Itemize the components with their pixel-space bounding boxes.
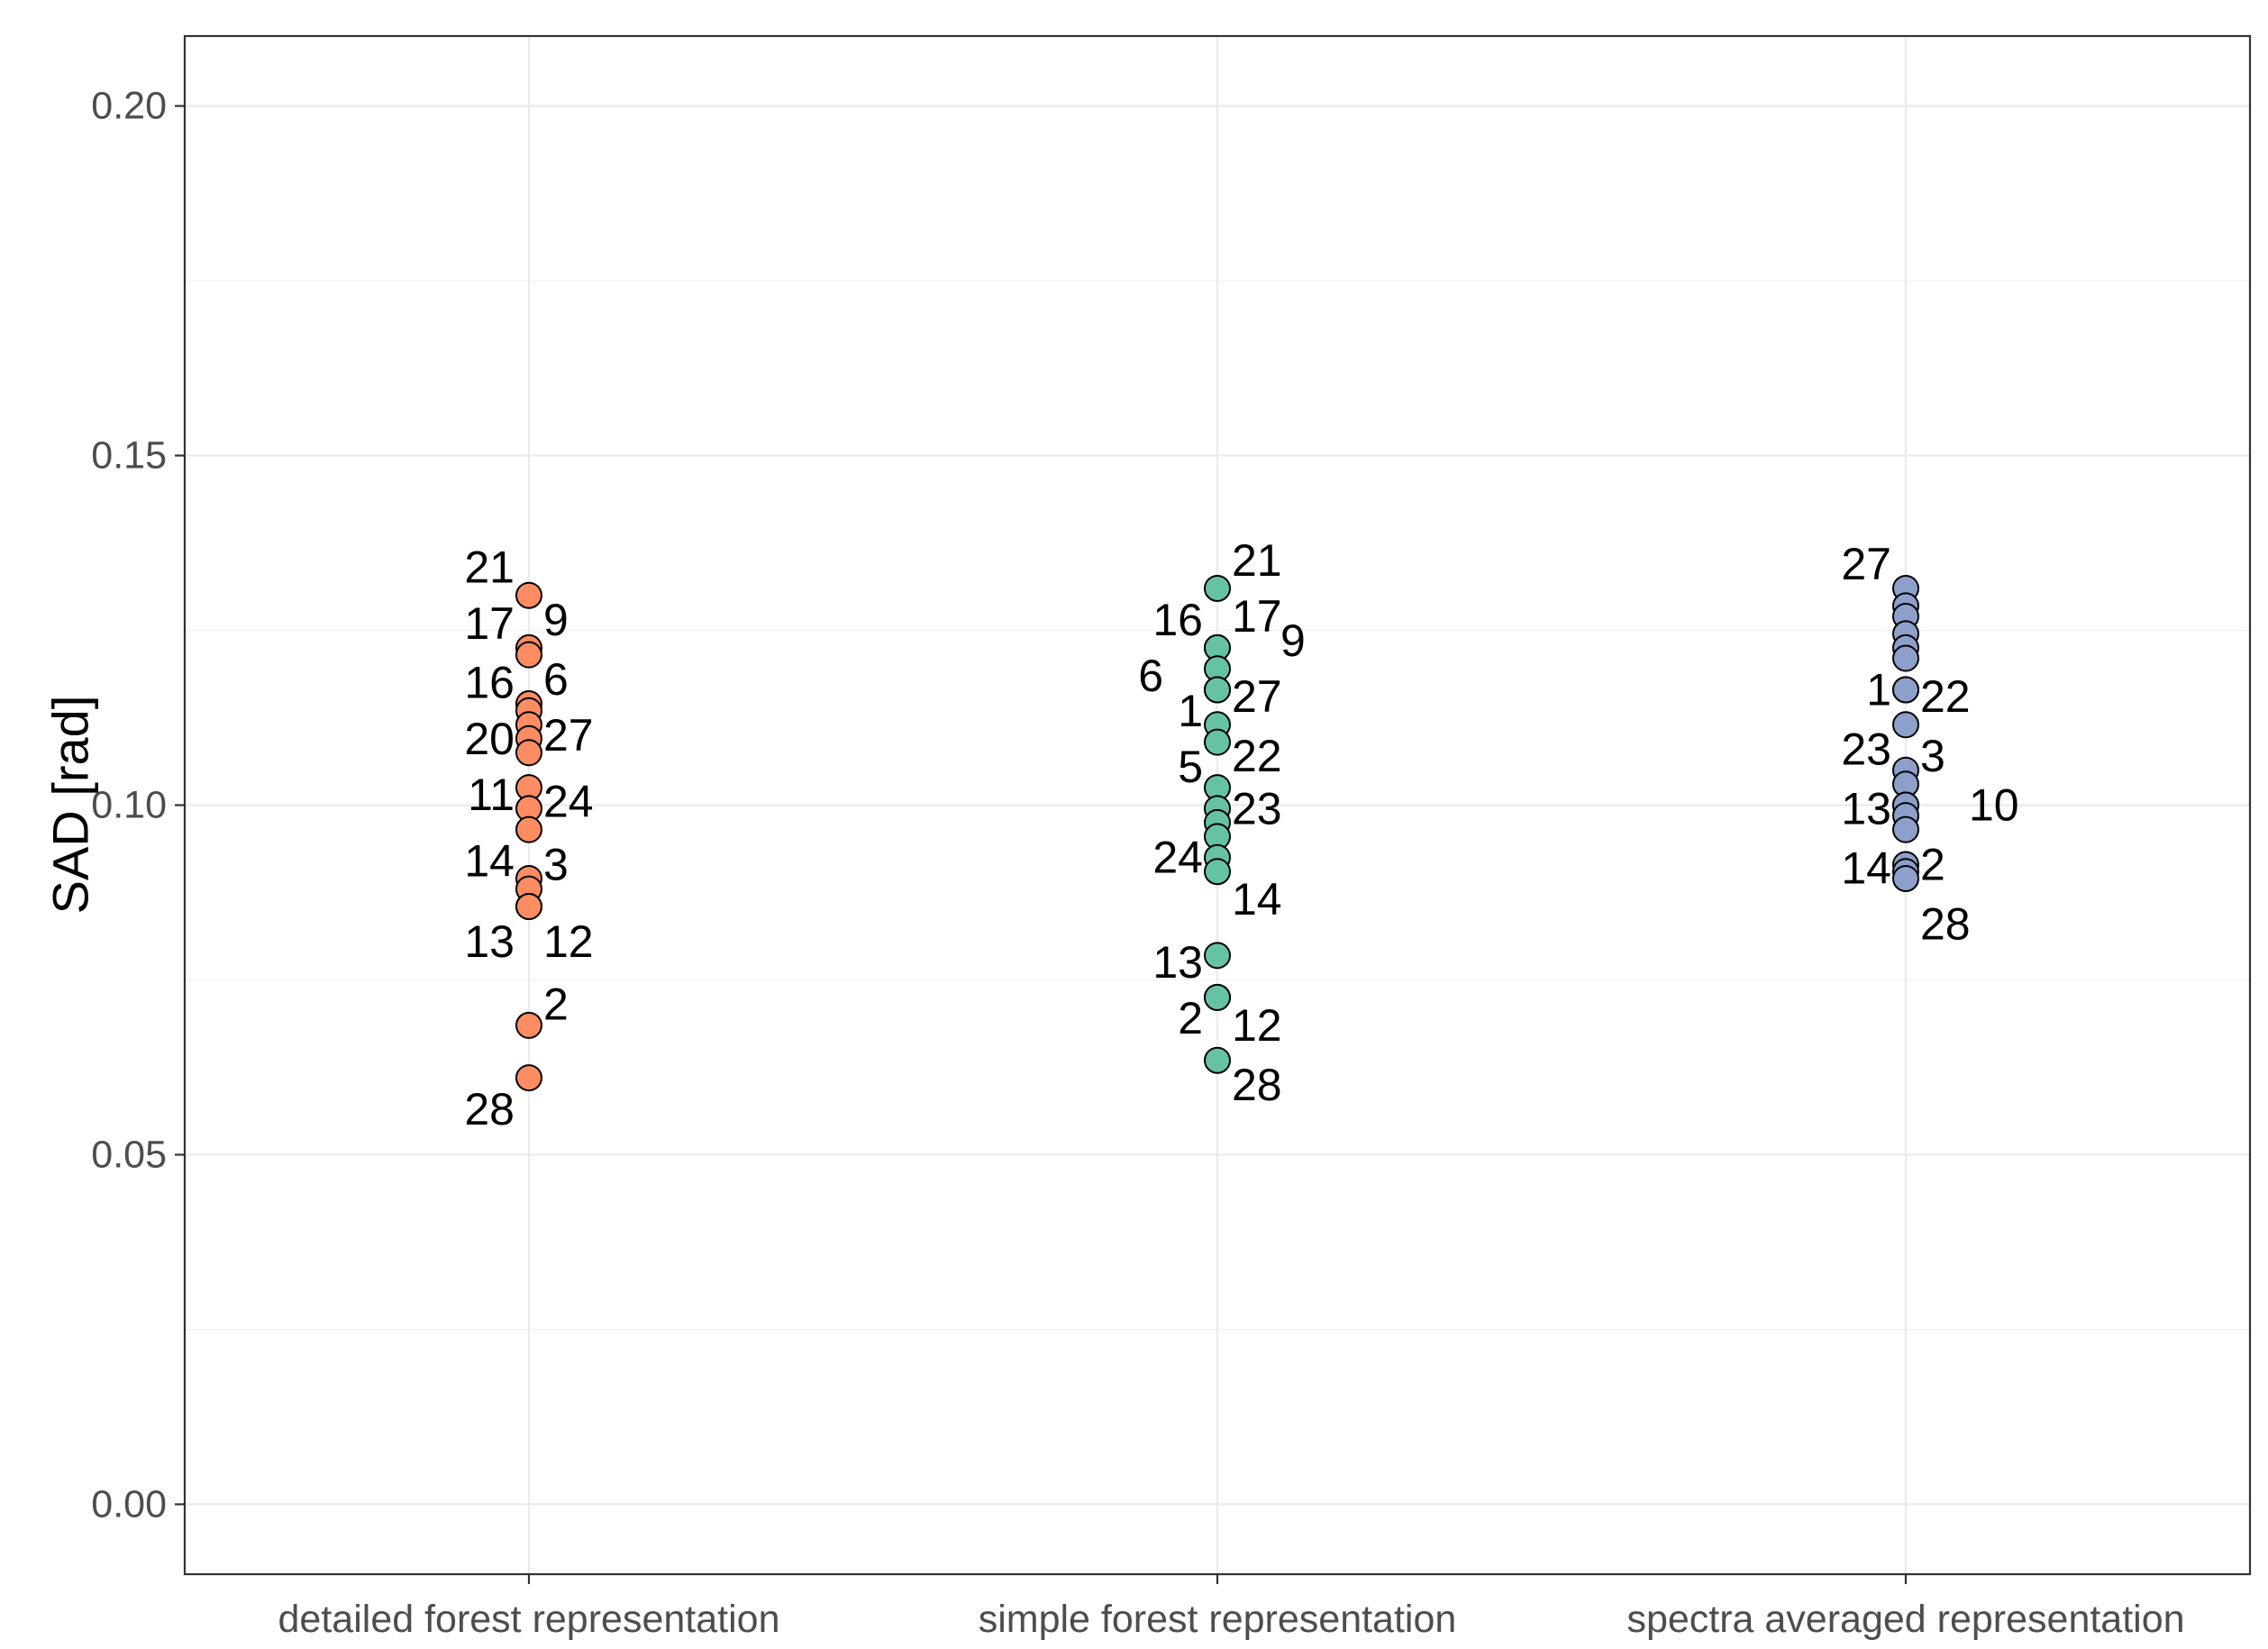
point-label: 23 — [1841, 724, 1891, 774]
data-point — [515, 815, 542, 843]
data-point — [515, 1011, 542, 1039]
point-label: 21 — [1232, 535, 1282, 586]
data-point — [1204, 1046, 1231, 1074]
point-label: 14 — [1232, 874, 1282, 925]
point-label: 17 — [1232, 591, 1282, 642]
point-label: 3 — [1920, 731, 1945, 781]
point-label: 16 — [1152, 595, 1203, 645]
point-label: 21 — [464, 542, 515, 593]
point-label: 10 — [1969, 780, 2019, 831]
point-label: 13 — [1841, 783, 1891, 834]
point-label: 5 — [1178, 742, 1203, 792]
point-label: 24 — [543, 777, 594, 827]
data-point — [515, 1064, 542, 1092]
y-tick-label: 0.05 — [91, 1133, 167, 1176]
point-label: 13 — [464, 916, 515, 967]
data-point — [1892, 676, 1919, 704]
point-label: 1 — [1178, 686, 1203, 736]
point-label: 6 — [1138, 651, 1163, 701]
point-label: 16 — [464, 658, 515, 708]
x-tick-label: simple forest representation — [979, 1598, 1457, 1641]
point-label: 17 — [464, 598, 515, 649]
data-point — [515, 739, 542, 767]
point-label: 13 — [1152, 937, 1203, 988]
point-label: 22 — [1232, 731, 1282, 781]
point-label: 27 — [543, 710, 594, 761]
data-point — [1892, 815, 1919, 843]
point-label: 2 — [1920, 839, 1945, 889]
point-label: 2 — [543, 979, 569, 1030]
axes: 0.00 0.05 0.10 0.15 0.20 detailed forest repr… — [91, 85, 2184, 1641]
point-label: 1 — [1866, 664, 1891, 715]
data-point — [515, 893, 542, 921]
point-label: 28 — [1232, 1060, 1282, 1110]
point-label: 27 — [1841, 539, 1891, 589]
data-point — [1204, 574, 1231, 602]
point-label: 12 — [1232, 1000, 1282, 1051]
data-point — [1204, 728, 1231, 756]
data-point — [1892, 711, 1919, 739]
x-tick-label: spectra averaged representation — [1626, 1598, 2184, 1641]
y-tick-label: 0.20 — [91, 85, 167, 128]
point-label: 23 — [1232, 783, 1282, 834]
point-label: 14 — [464, 836, 515, 887]
data-point — [1204, 676, 1231, 704]
point-label: 6 — [543, 654, 569, 705]
point-label: 28 — [1920, 898, 1971, 949]
data-point — [1204, 942, 1231, 970]
point-label: 11 — [468, 770, 515, 820]
point-label: 3 — [543, 839, 569, 889]
data-point — [515, 641, 542, 669]
point-label: 9 — [543, 595, 569, 645]
y-axis-title: SAD [rad] — [42, 696, 99, 915]
point-label: 12 — [543, 916, 594, 967]
point-label: 14 — [1841, 843, 1891, 893]
point-label: 20 — [464, 714, 515, 764]
y-tick-label: 0.00 — [91, 1482, 167, 1526]
data-points — [515, 574, 1919, 1092]
point-label: 28 — [464, 1084, 515, 1134]
point-label: 22 — [1920, 671, 1971, 722]
y-tick-label: 0.10 — [91, 784, 167, 827]
point-label: 9 — [1280, 615, 1306, 666]
point-label: 27 — [1232, 671, 1282, 722]
data-point — [1892, 644, 1919, 672]
y-tick-label: 0.15 — [91, 434, 167, 478]
point-label: 24 — [1152, 833, 1203, 883]
data-point — [1892, 864, 1919, 892]
data-point — [515, 581, 542, 609]
point-label: 2 — [1178, 993, 1203, 1043]
data-point — [1204, 858, 1231, 886]
x-tick-label: detailed forest representation — [278, 1598, 780, 1641]
data-point — [1204, 983, 1231, 1011]
